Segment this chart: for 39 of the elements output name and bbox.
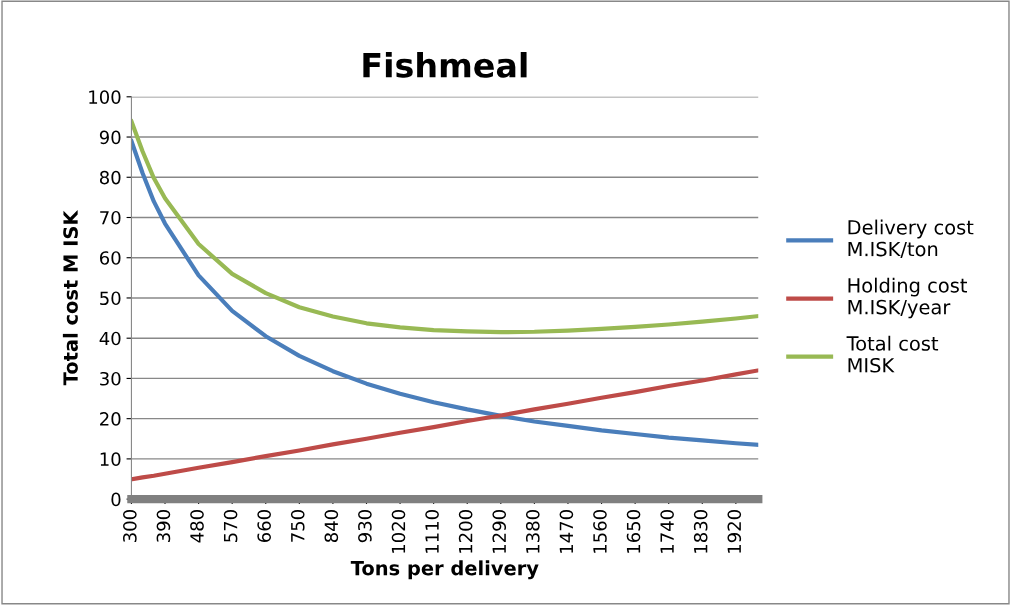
line-series bbox=[131, 119, 759, 335]
legend-label: Total cost MISK bbox=[846, 335, 939, 373]
line-series bbox=[131, 368, 759, 482]
x-tick-label: 480 bbox=[190, 510, 204, 543]
y-tick-label: 90 bbox=[99, 130, 121, 145]
y-tick-label: 60 bbox=[99, 251, 121, 265]
y-tick-label: 10 bbox=[100, 452, 121, 467]
x-tick-label: 1920 bbox=[727, 510, 742, 553]
x-tick-label: 750 bbox=[290, 510, 305, 542]
legend-label: Delivery cost M.ISK/ton bbox=[848, 219, 974, 258]
legend-label: Holding cost M.ISK/year bbox=[848, 277, 968, 319]
y-axis-title: Total cost M ISK bbox=[62, 209, 78, 386]
y-tick-label: 40 bbox=[99, 331, 121, 346]
x-tick-label: 570 bbox=[223, 510, 238, 542]
y-tick-label: 70 bbox=[100, 210, 121, 225]
y-tick-label: 80 bbox=[99, 170, 121, 185]
line-series bbox=[131, 138, 759, 447]
x-tick-label: 840 bbox=[324, 510, 339, 543]
x-tick-label: 930 bbox=[358, 510, 372, 543]
y-tick-label: 50 bbox=[100, 291, 121, 306]
x-tick-label: 1740 bbox=[660, 510, 674, 553]
x-tick-label: 660 bbox=[257, 510, 271, 543]
x-tick-label: 1200 bbox=[458, 510, 473, 553]
y-tick-label: 20 bbox=[100, 412, 121, 426]
x-tick-label: 300 bbox=[123, 510, 137, 542]
chart-title: Fishmeal bbox=[363, 52, 527, 78]
x-tick-label: 1560 bbox=[593, 510, 607, 553]
x-axis-title: Tons per delivery bbox=[350, 560, 539, 580]
x-tick-label: 1830 bbox=[693, 510, 708, 553]
y-tick-label: 100 bbox=[89, 90, 121, 104]
x-tick-label: 1470 bbox=[559, 510, 574, 553]
x-tick-label: 1110 bbox=[425, 510, 439, 553]
x-tick-label: 1380 bbox=[525, 510, 540, 553]
x-tick-label: 1290 bbox=[492, 510, 507, 553]
x-tick-label: 1020 bbox=[391, 510, 406, 553]
x-tick-label: 390 bbox=[156, 510, 171, 542]
y-tick-label: 0 bbox=[111, 492, 121, 507]
x-tick-label: 1650 bbox=[626, 510, 641, 553]
y-tick-label: 30 bbox=[100, 371, 121, 386]
